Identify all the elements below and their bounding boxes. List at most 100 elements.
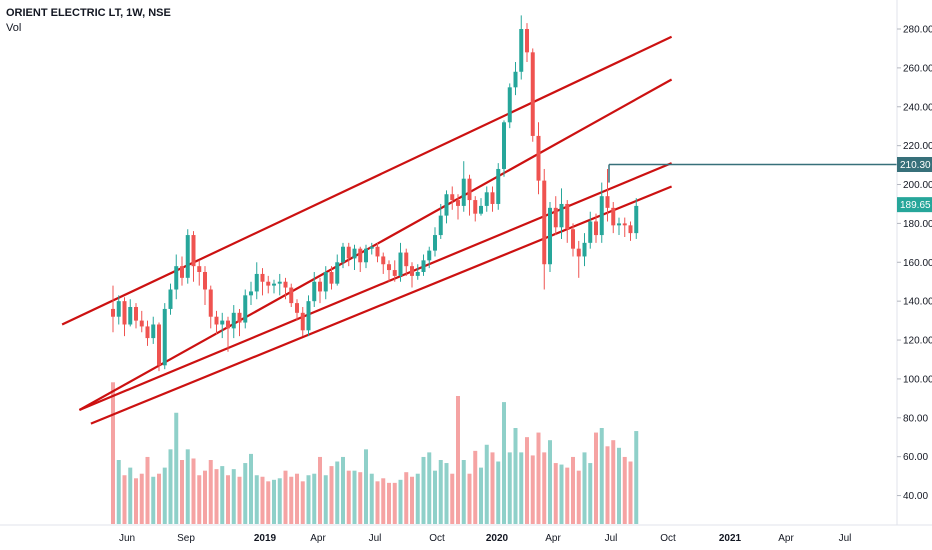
- price-badges: 210.30 189.65: [897, 156, 932, 213]
- candle-body: [300, 312, 305, 331]
- candle: [427, 246, 432, 269]
- candle: [145, 320, 150, 346]
- candle: [415, 264, 420, 280]
- candle-body: [415, 272, 420, 276]
- symbol-title[interactable]: ORIENT ELECTRIC LT, 1W, NSE: [6, 7, 171, 19]
- candle: [473, 196, 478, 222]
- candle-body: [387, 264, 391, 271]
- candle-body: [536, 135, 541, 181]
- candle-body: [243, 295, 248, 323]
- volume-bar: [444, 463, 449, 524]
- candle-body: [266, 281, 271, 286]
- volume-bar: [139, 473, 144, 524]
- candle: [484, 186, 489, 212]
- candle-body: [444, 194, 449, 216]
- volume-bar: [588, 463, 593, 524]
- chart-legend: ORIENT ELECTRIC LT, 1W, NSE Vol: [6, 6, 171, 36]
- candle: [203, 266, 207, 306]
- candle-body: [433, 235, 437, 251]
- candle: [272, 279, 276, 294]
- volume-bar: [605, 446, 610, 524]
- candle-body: [628, 225, 633, 234]
- candle-body: [588, 221, 593, 243]
- candle: [381, 252, 386, 274]
- volume-bar: [582, 452, 587, 524]
- candle: [139, 310, 144, 333]
- candle: [352, 244, 357, 271]
- candle: [369, 242, 374, 255]
- volume-bar: [427, 452, 432, 524]
- candle-body: [111, 308, 115, 317]
- volume-bar: [502, 402, 506, 524]
- candle-body: [191, 235, 196, 267]
- volume-bar: [496, 461, 501, 524]
- volume-bar: [122, 475, 127, 524]
- volume-bar: [335, 461, 340, 524]
- candle: [237, 308, 242, 337]
- candle-body: [525, 29, 529, 53]
- volume-bar: [220, 466, 225, 524]
- candle: [525, 23, 529, 63]
- volume-bar: [571, 456, 575, 524]
- volume-bar: [180, 460, 184, 524]
- candle: [318, 277, 322, 304]
- price-axis[interactable]: 280.00 260.00 240.00 220.00 200.00 180.00 160.…: [897, 25, 932, 503]
- candle-body: [404, 252, 409, 267]
- candle-body: [438, 215, 443, 236]
- candle: [341, 242, 345, 269]
- volume-bar: [553, 463, 558, 524]
- candle: [398, 242, 403, 282]
- candle-body: [168, 289, 173, 309]
- candle-body: [289, 287, 294, 304]
- candle: [617, 217, 621, 236]
- y-tick-label: 140.00: [903, 297, 932, 308]
- volume-bar: [231, 469, 236, 524]
- candle: [128, 299, 133, 327]
- volume-bars: [111, 382, 639, 524]
- y-tick-label: 260.00: [903, 63, 932, 74]
- candle-body: [174, 266, 179, 290]
- candle-body: [162, 308, 167, 366]
- volume-bar: [352, 470, 357, 524]
- candle: [490, 186, 495, 212]
- candle-body: [513, 71, 518, 88]
- candle-body: [364, 248, 368, 263]
- volume-bar: [576, 470, 581, 524]
- volume-bar: [542, 452, 547, 524]
- y-tick-label: 120.00: [903, 336, 932, 347]
- x-tick-label: 2019: [254, 533, 277, 544]
- volume-bar: [530, 455, 535, 524]
- candle-body: [329, 272, 334, 284]
- volume-bar: [559, 464, 564, 524]
- candle-body: [323, 272, 328, 292]
- candle-body: [306, 301, 311, 331]
- volume-bar: [214, 469, 219, 524]
- volume-bar: [611, 440, 616, 524]
- candle: [358, 246, 363, 272]
- candle-body: [277, 281, 282, 284]
- price-marker: [608, 163, 897, 183]
- volume-bar: [599, 428, 604, 524]
- volume-bar: [433, 470, 437, 524]
- candle: [502, 120, 506, 177]
- candle: [168, 283, 173, 315]
- candle: [611, 202, 616, 234]
- candle: [266, 275, 271, 294]
- volume-bar: [358, 472, 363, 524]
- volume-legend-label[interactable]: Vol: [6, 22, 22, 34]
- candle-body: [548, 207, 552, 265]
- candle-body: [128, 306, 133, 325]
- volume-bar: [191, 458, 196, 524]
- x-tick-label: Apr: [310, 533, 326, 544]
- volume-bar: [237, 476, 242, 524]
- candle: [548, 202, 552, 272]
- candle-body: [519, 29, 524, 72]
- candle: [214, 310, 219, 335]
- volume-bar: [565, 467, 570, 524]
- volume-bar: [519, 452, 524, 524]
- candle-body: [151, 324, 156, 339]
- candle: [134, 303, 138, 329]
- candle-body: [381, 256, 386, 265]
- time-axis[interactable]: Jun Sep 2019 Apr Jul Oct 2020 Apr Jul Oct 2021 Apr J…: [119, 533, 851, 544]
